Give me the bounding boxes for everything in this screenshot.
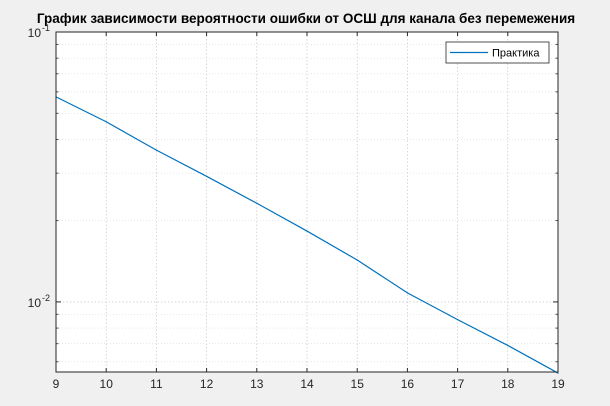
y-tick-label-exponent: -2 [42,293,50,303]
x-tick-label: 16 [401,377,415,391]
data-point [105,121,107,123]
legend-box [445,41,550,64]
data-point [557,372,559,374]
data-point [356,259,358,261]
y-axis-ticks: 10-110-2 [28,23,558,363]
plot-area [56,32,558,372]
x-tick-label: 14 [300,377,314,391]
legend-label-series-1: Практика [492,48,540,60]
x-tick-label: 10 [100,377,114,391]
data-point [406,292,408,294]
y-tick-label-base: 10 [28,26,42,40]
x-tick-label: 11 [150,377,163,391]
data-point [457,318,459,321]
y-tick-label-base: 10 [28,296,42,310]
y-tick-label-exponent: -1 [42,23,50,33]
x-tick-label: 9 [53,377,60,391]
x-tick-label: 13 [250,377,264,391]
chart-title: График зависимости вероятности ошибки от… [37,11,575,26]
y-tick-label: 10 [28,26,42,40]
x-tick-label: 18 [501,377,515,391]
data-point [256,202,258,204]
x-tick-label: 19 [551,377,565,391]
data-point [155,149,157,151]
data-point [306,230,308,232]
x-tick-label: 17 [451,377,465,391]
data-point [507,344,509,347]
x-tick-label: 15 [351,377,365,391]
y-tick-label: 10 [28,296,42,310]
x-axis-ticks: 9 10 11 12 13 14 15 16 17 18 19 [53,32,565,391]
data-point [206,175,208,177]
x-tick-label: 12 [200,377,214,391]
legend: Практика [445,41,550,64]
